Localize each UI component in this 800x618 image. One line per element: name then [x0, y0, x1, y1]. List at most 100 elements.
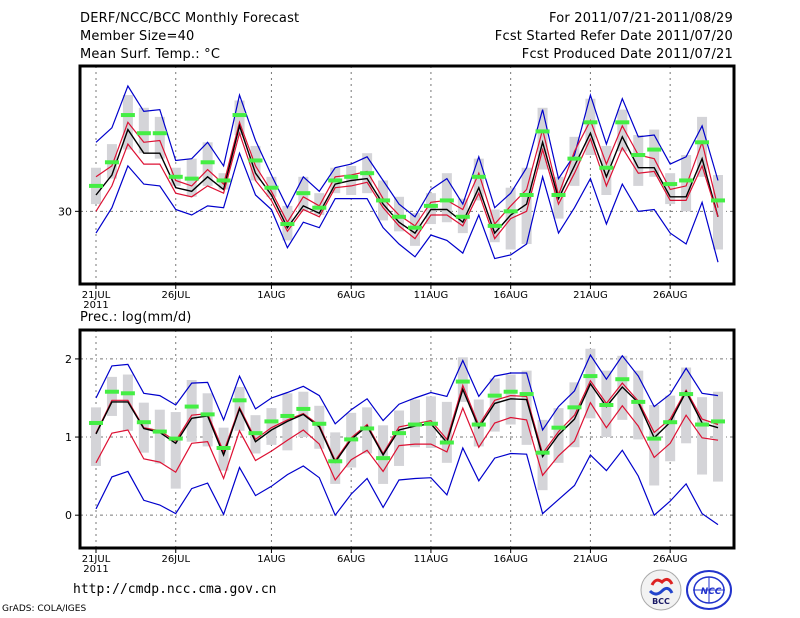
marker-point [503, 209, 518, 214]
marker-point [248, 158, 263, 163]
marker-point [136, 131, 151, 136]
marker-point [679, 392, 694, 397]
marker-point [423, 421, 438, 426]
spread-box [250, 145, 261, 181]
marker-point [232, 398, 247, 403]
x-tick-label: 21AUG [573, 290, 608, 301]
marker-point [567, 405, 582, 410]
marker-point [567, 156, 582, 161]
x-tick-label: 21AUG [573, 554, 608, 565]
y-tick-label: 0 [65, 509, 72, 522]
grads-credit: GrADS: COLA/IGES [2, 604, 87, 614]
marker-point [471, 174, 486, 179]
spread-box [521, 167, 532, 245]
x-year-label: 2011 [83, 564, 108, 575]
marker-point [663, 182, 678, 187]
spread-box [633, 135, 644, 186]
marker-point [551, 425, 566, 430]
marker-point [232, 113, 247, 118]
spread-box [394, 196, 405, 232]
forecast-period: For 2011/07/21-2011/08/29 [549, 11, 733, 26]
marker-point [599, 403, 614, 408]
marker-point [104, 160, 119, 165]
variable-label: Mean Surf. Temp.: °C [80, 47, 221, 62]
y-tick-label: 2 [65, 353, 72, 366]
marker-point [168, 436, 183, 441]
marker-point [136, 420, 151, 425]
marker-point [184, 176, 199, 181]
marker-point [487, 393, 502, 398]
marker-point [89, 183, 103, 188]
marker-point [631, 399, 646, 404]
series-line-max [95, 84, 719, 218]
marker-point [152, 429, 167, 434]
marker-point [168, 174, 183, 179]
spread-box [713, 175, 723, 250]
series-line-mean [95, 382, 719, 464]
marker-point [615, 377, 630, 382]
series-line-upper [95, 119, 719, 227]
series-line-upper [95, 379, 719, 462]
marker-point [392, 431, 407, 436]
bcc-logo-icon: BCC [640, 569, 682, 611]
marker-point [296, 191, 311, 196]
x-tick-label: 26JUL [161, 554, 190, 565]
x-tick-label: 1AUG [257, 290, 285, 301]
plot-frame [78, 64, 736, 286]
y-tick-label: 1 [65, 431, 72, 444]
temperature-chart: 21JUL 26JUL 1AUG 6AUG 11AUG 16AUG 21AUG 26AUG 20… [58, 64, 736, 311]
series-line-min [95, 446, 719, 526]
marker-point [264, 185, 279, 190]
marker-point [120, 113, 135, 118]
series-line-mean [95, 123, 719, 235]
spread-box [425, 193, 436, 225]
marker-point [152, 131, 167, 136]
marker-point [695, 140, 710, 145]
marker-point [376, 456, 391, 461]
marker-point [328, 459, 343, 464]
chart-title: DERF/NCC/BCC Monthly Forecast [80, 11, 300, 26]
x-tick-label: 16AUG [493, 554, 528, 565]
marker-point [328, 178, 343, 183]
marker-point [344, 437, 359, 442]
marker-point [615, 120, 630, 125]
marker-point [583, 120, 598, 125]
marker-point [120, 391, 135, 396]
precipitation-chart: 21JUL 26JUL 1AUG 6AUG 11AUG 16AUG 21AUG 26AUG20… [65, 328, 736, 575]
marker-point [264, 419, 279, 424]
marker-point [487, 223, 502, 228]
marker-point [312, 421, 327, 426]
marker-point [280, 413, 295, 418]
marker-point [711, 198, 725, 203]
spread-box [154, 409, 165, 464]
website-link[interactable]: http://cmdp.ncc.cma.gov.cn [73, 582, 277, 597]
marker-point [376, 198, 391, 203]
spread-box [713, 391, 723, 482]
spread-box [234, 100, 245, 136]
marker-point [519, 392, 534, 397]
marker-point [583, 374, 598, 379]
spread-box [617, 109, 628, 152]
marker-point [439, 440, 454, 445]
marker-point [647, 147, 662, 152]
marker-point [216, 178, 231, 183]
marker-point [407, 422, 422, 427]
spread-box [170, 412, 181, 489]
marker-point [503, 389, 518, 394]
spread-box [697, 116, 708, 177]
spread-box [649, 129, 660, 177]
x-tick-label: 6AUG [337, 290, 365, 301]
marker-point [89, 420, 103, 425]
member-size-label: Member Size=40 [80, 29, 195, 44]
y-tick-label: 30 [58, 205, 72, 218]
plot-frame [78, 328, 736, 550]
precip-chart-title: Prec.: log(mm/d) [80, 310, 192, 325]
marker-point [455, 214, 470, 219]
spread-box [314, 193, 325, 215]
spread-box [202, 393, 213, 447]
marker-point [471, 422, 486, 427]
series-line-lower [95, 401, 719, 482]
x-tick-label: 11AUG [414, 290, 449, 301]
x-tick-label: 21JUL [82, 554, 111, 565]
marker-point [248, 431, 263, 436]
